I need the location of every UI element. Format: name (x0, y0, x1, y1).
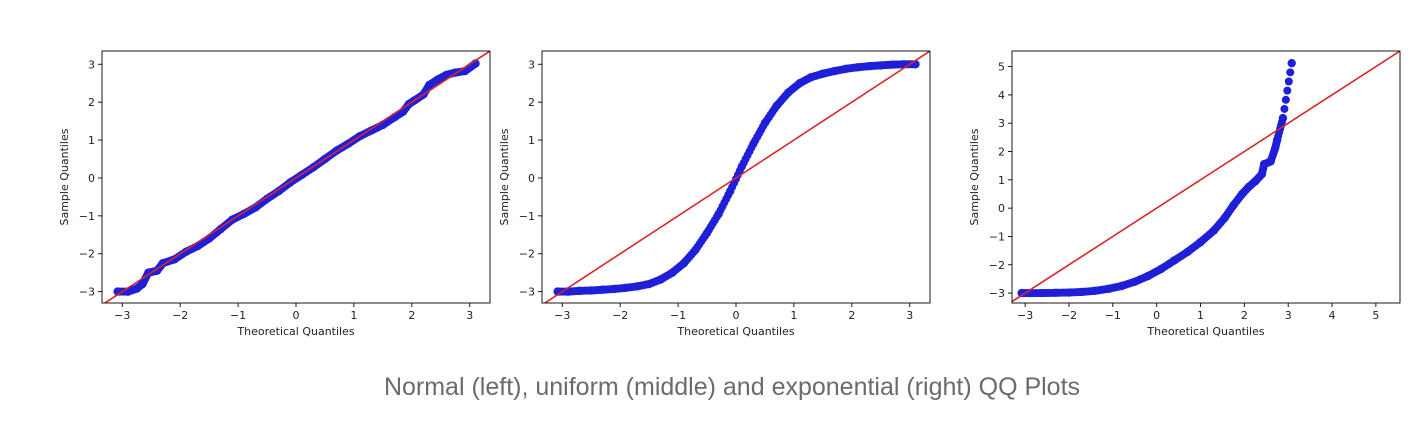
x-tick-label: 1 (350, 309, 357, 322)
qq-plot-normal: −3 −2 −1 0 1 2 3 −3 −2 −1 0 1 2 3 Theoretical Quantile… (58, 50, 491, 338)
y-tick-label: 1 (528, 134, 535, 147)
x-tick-label: 0 (733, 309, 740, 322)
data-point (747, 143, 756, 152)
data-point (701, 231, 710, 240)
point-cloud (1018, 68, 1295, 298)
y-tick-label: 1 (998, 174, 1005, 187)
x-tick-label: 1 (1197, 309, 1204, 322)
reference-line (1012, 51, 1400, 303)
data-point (1287, 58, 1296, 68)
x-tick-label: −3 (554, 309, 570, 322)
y-tick-label: −3 (519, 286, 535, 299)
y-tick-label: 1 (88, 134, 95, 147)
y-tick-label: 0 (88, 172, 95, 185)
y-tick-label: 3 (88, 58, 95, 71)
y-tick-label: −1 (519, 210, 535, 223)
x-tick-label: 4 (1329, 309, 1336, 322)
data-point (759, 122, 768, 131)
x-tick-label: −1 (670, 309, 686, 322)
x-tick-label: −2 (172, 309, 188, 322)
qq-plot-exponential: −3 −2 −1 0 1 2 3 4 5 −3 −2 −1 0 1 2 3 4 5 Theoretical Quan… (968, 50, 1401, 338)
y-tick-label: −3 (79, 286, 95, 299)
x-tick-label: −1 (1105, 309, 1121, 322)
y-tick-label: 2 (528, 96, 535, 109)
x-tick-label: 3 (1285, 309, 1292, 322)
x-tick-label: 2 (848, 309, 855, 322)
x-tick-label: −1 (230, 309, 246, 322)
x-axis-label: Theoretical Quantiles (676, 325, 794, 338)
data-point (735, 166, 744, 175)
y-tick-label: −2 (79, 248, 95, 261)
figure-caption: Normal (left), uniform (middle) and expo… (383, 373, 1081, 401)
y-tick-label: 3 (528, 58, 535, 71)
data-point (724, 191, 733, 199)
y-axis-label: Sample Quantiles (968, 128, 981, 225)
data-point (1284, 77, 1293, 86)
y-tick-label: 2 (998, 146, 1005, 159)
x-tick-label: 3 (906, 309, 913, 322)
y-tick-label: 0 (528, 172, 535, 185)
y-tick-label: 2 (88, 96, 95, 109)
qq-plots: −3 −2 −1 0 1 2 3 −3 −2 −1 0 1 2 3 Theoretical Quantile… (58, 50, 1401, 338)
x-tick-label: 1 (790, 309, 797, 322)
y-axis-label: Sample Quantiles (58, 128, 71, 225)
data-point (1277, 117, 1286, 126)
y-tick-label: −1 (989, 230, 1005, 243)
y-tick-label: 5 (998, 61, 1005, 74)
y-tick-label: −1 (79, 210, 95, 223)
y-tick-label: −3 (989, 287, 1005, 300)
x-tick-label: 0 (1153, 309, 1160, 322)
reference-line (103, 51, 490, 303)
data-point (1281, 95, 1290, 104)
x-tick-label: 0 (293, 309, 300, 322)
x-tick-label: 3 (466, 309, 473, 322)
x-axis-label: Theoretical Quantiles (236, 325, 354, 338)
data-point (1286, 68, 1295, 77)
y-tick-label: 4 (998, 89, 1005, 102)
x-tick-label: 5 (1372, 309, 1379, 322)
x-tick-label: 2 (1241, 309, 1248, 322)
qq-plot-uniform: −3 −2 −1 0 1 2 3 −3 −2 −1 0 1 2 3 Theoretical Quantile… (498, 50, 931, 338)
x-tick-label: −2 (1061, 309, 1077, 322)
x-tick-label: 2 (408, 309, 415, 322)
data-point (1283, 86, 1292, 95)
reference-line (543, 51, 930, 303)
y-tick-label: −2 (519, 248, 535, 261)
plot-frame (1011, 50, 1401, 304)
y-tick-label: 0 (998, 202, 1005, 215)
y-tick-label: 3 (998, 117, 1005, 130)
y-axis-label: Sample Quantiles (498, 128, 511, 225)
point-cloud (555, 60, 918, 296)
data-point (712, 213, 721, 222)
y-tick-label: −2 (989, 259, 1005, 272)
x-axis-label: Theoretical Quantiles (1146, 325, 1264, 338)
x-tick-label: −2 (612, 309, 628, 322)
x-tick-label: −3 (1017, 309, 1033, 322)
data-point (1280, 104, 1289, 113)
x-tick-label: −3 (114, 309, 130, 322)
